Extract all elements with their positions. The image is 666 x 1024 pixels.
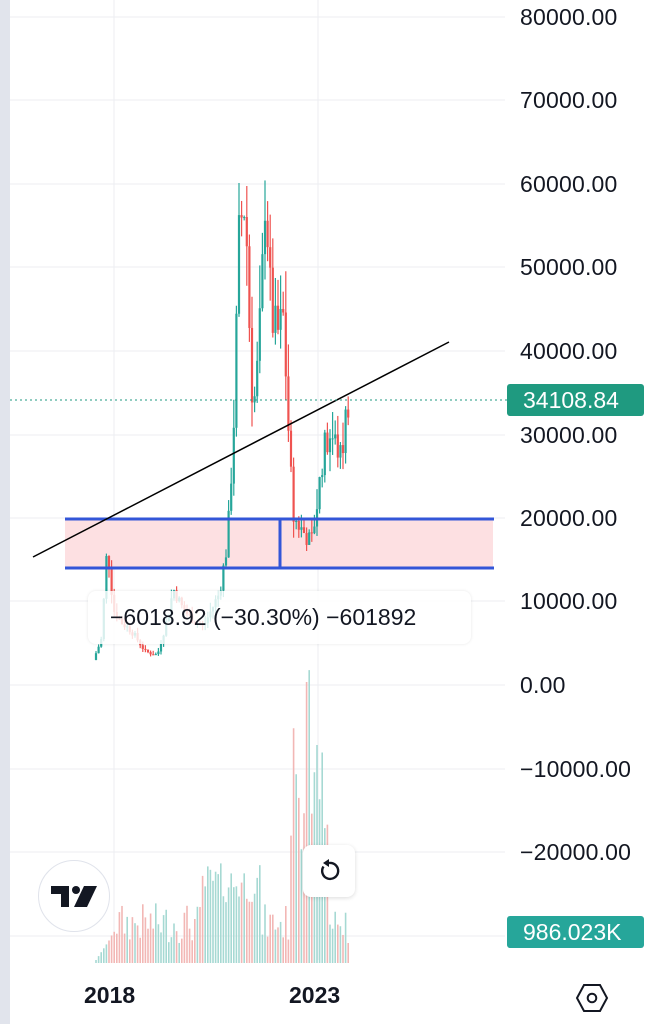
tradingview-logo[interactable] xyxy=(38,860,110,932)
y-axis-label: 80000.00 xyxy=(520,4,618,30)
reset-chart-button[interactable] xyxy=(303,845,355,897)
y-axis-label: 0.00 xyxy=(520,672,566,698)
y-axis-label: 10000.00 xyxy=(520,588,618,614)
y-axis-label: 20000.00 xyxy=(520,505,618,531)
tradingview-logo-icon xyxy=(51,886,97,907)
y-axis-label: 40000.00 xyxy=(520,338,618,364)
y-axis-label: 60000.00 xyxy=(520,171,618,197)
gridlines xyxy=(10,0,505,960)
y-axis-label: 50000.00 xyxy=(520,254,618,280)
left-panel-edge xyxy=(0,0,10,1024)
price-range-measure-label: −6018.92 (−30.30%) −601892 xyxy=(88,591,471,644)
y-axis-label: −20000.00 xyxy=(520,839,632,865)
zone-borders xyxy=(65,517,494,570)
x-axis-label: 2023 xyxy=(289,982,341,1008)
last-price-badge: 34108.84 xyxy=(507,384,644,416)
chart-settings-button[interactable] xyxy=(572,980,612,1016)
x-axis-label: 2018 xyxy=(84,982,136,1008)
y-axis-label: 30000.00 xyxy=(520,422,618,448)
y-axis-label: −10000.00 xyxy=(520,756,632,782)
volume-bars xyxy=(95,670,350,963)
reset-rotate-icon xyxy=(320,859,340,881)
y-axis-label: 70000.00 xyxy=(520,87,618,113)
trendline xyxy=(32,341,450,558)
last-volume-badge: 986.023K xyxy=(507,916,644,948)
hexagon-settings-icon xyxy=(575,984,609,1012)
candles xyxy=(94,180,350,661)
